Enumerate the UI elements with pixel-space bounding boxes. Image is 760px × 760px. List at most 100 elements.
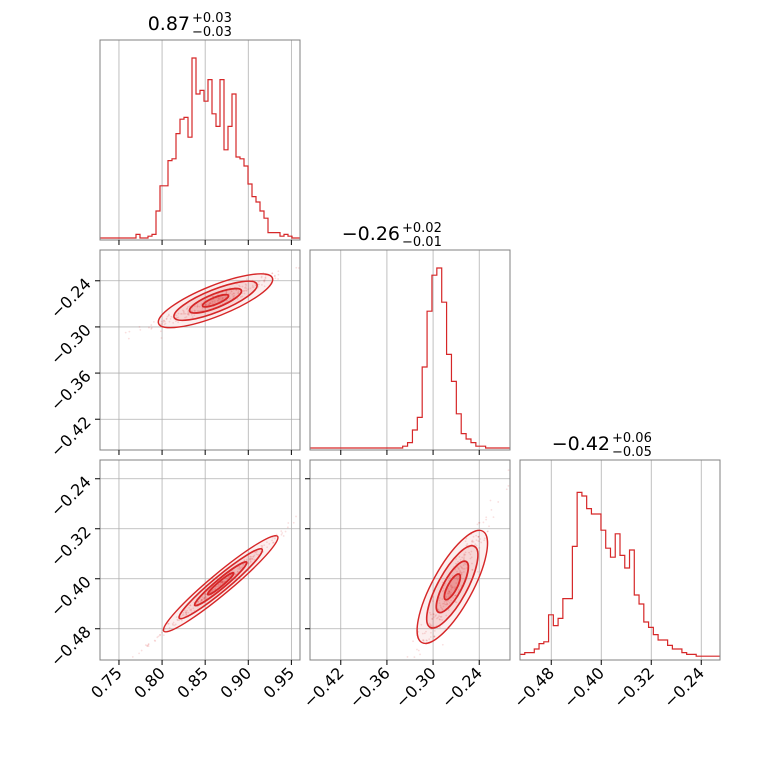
scatter-point (138, 325, 141, 328)
scatter-point (248, 557, 251, 560)
scatter-point (204, 595, 207, 598)
scatter-point (193, 310, 196, 312)
scatter-point (247, 288, 250, 291)
scatter-point (428, 638, 431, 641)
y-tick-label: −0.32 (47, 522, 95, 570)
scatter-point (261, 284, 263, 286)
axes-frame (99, 459, 301, 661)
scatter-point (449, 593, 452, 596)
scatter-point (205, 597, 208, 600)
panel-title-value: 0.87 (148, 13, 190, 35)
scatter-point (272, 542, 274, 544)
scatter-point (407, 660, 409, 662)
scatter-point (507, 469, 510, 472)
scatter-point (196, 304, 199, 307)
scatter-point (167, 314, 170, 317)
contour-level-3 (201, 293, 230, 308)
panel-title-value: −0.42 (552, 433, 610, 455)
scatter-point (184, 312, 187, 315)
scatter-point (248, 558, 251, 561)
scatter-point (177, 321, 180, 324)
scatter-point (251, 286, 254, 289)
scatter-point (287, 522, 290, 524)
x-tick-label: −0.40 (560, 663, 608, 711)
scatter-point (217, 296, 220, 299)
scatter-point (463, 553, 466, 556)
contour-level-1 (178, 547, 264, 620)
scatter-point (230, 290, 233, 292)
axes-frame (519, 459, 721, 661)
scatter-point (449, 585, 452, 588)
contour-level-1 (425, 544, 479, 629)
scatter-point (160, 320, 163, 323)
scatter-point (447, 599, 450, 602)
scatter-point (415, 661, 417, 663)
scatter-point (253, 554, 256, 557)
scatter-point (238, 565, 241, 568)
scatter-point (146, 644, 149, 647)
scatter-point (456, 570, 458, 573)
contour-level-3 (206, 571, 235, 596)
scatter-point (211, 301, 214, 303)
scatter-point (203, 597, 206, 600)
scatter-point (244, 286, 247, 288)
scatter-point (166, 315, 169, 318)
correlation-panel-0-2 (99, 459, 301, 661)
panel-contents (124, 264, 314, 340)
y-tick-label: −0.36 (47, 366, 95, 414)
scatter-point (281, 532, 284, 534)
scatter-point (216, 299, 219, 302)
scatter-point (423, 632, 426, 635)
scatter-point (167, 622, 169, 625)
scatter-point (187, 313, 190, 316)
scatter-point (439, 604, 442, 607)
scatter-point (261, 544, 264, 547)
scatter-point (227, 576, 230, 579)
scatter-point (217, 583, 220, 586)
scatter-point (252, 286, 255, 288)
scatter-point (249, 560, 252, 563)
scatter-point (209, 302, 212, 305)
scatter-point (243, 289, 246, 292)
x-tick-label: 0.80 (130, 663, 169, 702)
scatter-point (185, 308, 188, 311)
histogram-panel-1: −0.26 +0.02−0.01 (309, 221, 511, 451)
scatter-point (471, 562, 473, 565)
scatter-point (194, 305, 196, 308)
scatter-point (457, 588, 460, 591)
scatter-point (244, 283, 247, 286)
x-tick-label: 0.85 (173, 663, 212, 702)
scatter-point (199, 600, 202, 603)
scatter-point (208, 302, 211, 305)
scatter-point (409, 674, 411, 676)
scatter-point (264, 274, 267, 277)
scatter-point (184, 611, 187, 614)
scatter-point (434, 615, 437, 617)
scatter-point (168, 626, 171, 629)
scatter-point (450, 586, 453, 589)
scatter-point (441, 619, 443, 621)
scatter-point (295, 515, 297, 518)
scatter-point (292, 521, 295, 524)
scatter-point (312, 264, 314, 266)
y-tick-label: −0.48 (47, 622, 95, 670)
scatter-point (232, 292, 235, 295)
scatter-point (249, 555, 252, 558)
scatter-point (221, 296, 224, 299)
scatter-point (182, 611, 185, 614)
scatter-point (277, 270, 280, 273)
scatter-point (251, 557, 254, 560)
scatter-point (462, 564, 465, 567)
scatter-point (461, 556, 464, 559)
scatter-point (159, 330, 162, 333)
scatter-point (219, 299, 222, 302)
scatter-point (421, 632, 424, 635)
scatter-point (255, 553, 258, 555)
scatter-point (459, 571, 462, 573)
x-tick-label: −0.32 (610, 663, 658, 711)
scatter-point (408, 671, 410, 673)
x-tick-label: −0.36 (346, 663, 394, 711)
scatter-point (457, 568, 460, 571)
scatter-point (176, 618, 179, 621)
